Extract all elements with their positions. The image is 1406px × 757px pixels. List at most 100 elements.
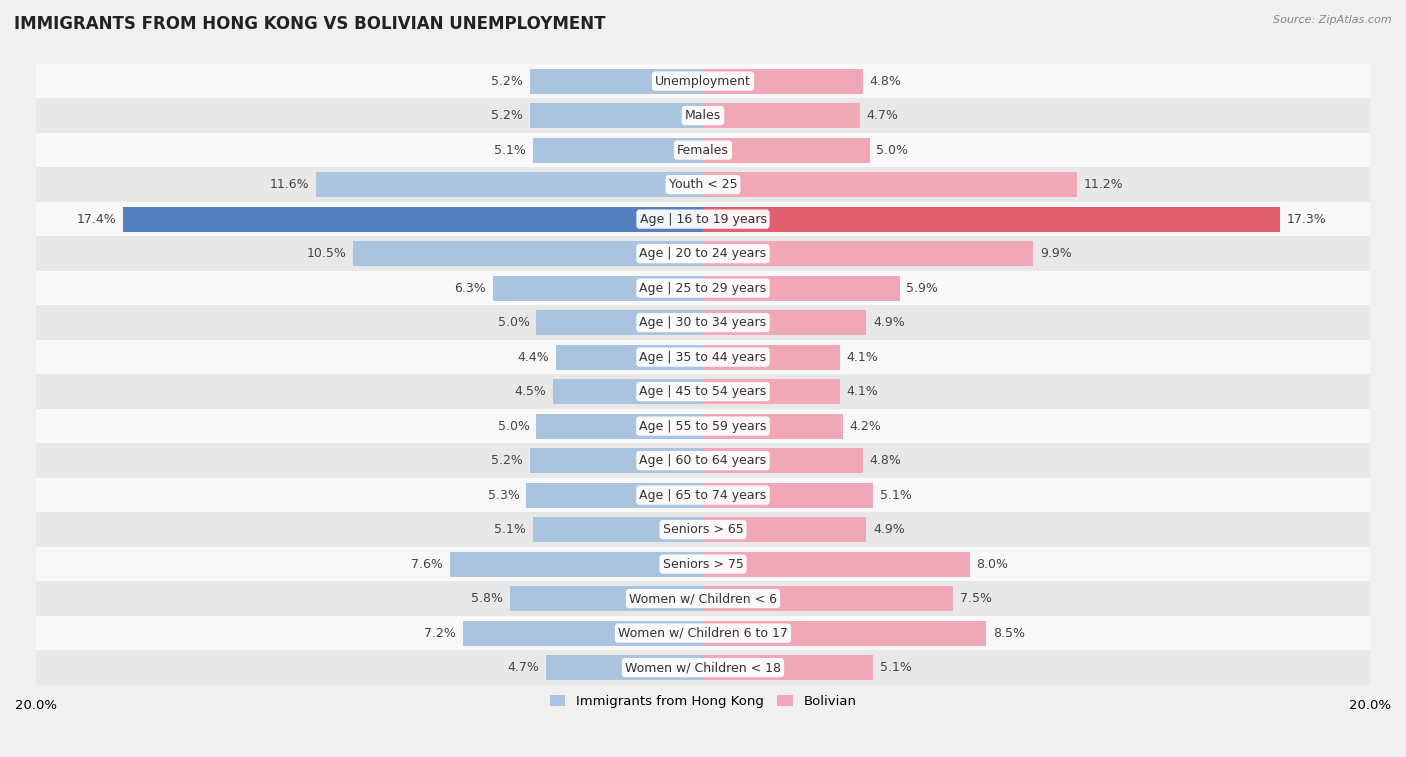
Text: 17.3%: 17.3% — [1286, 213, 1326, 226]
Bar — [37, 167, 1369, 202]
Text: Age | 65 to 74 years: Age | 65 to 74 years — [640, 488, 766, 502]
Text: Age | 35 to 44 years: Age | 35 to 44 years — [640, 350, 766, 363]
Bar — [37, 547, 1369, 581]
Bar — [122, 207, 703, 232]
Text: 5.0%: 5.0% — [498, 419, 530, 432]
Bar — [37, 133, 1369, 167]
Text: 5.1%: 5.1% — [495, 144, 526, 157]
Bar — [37, 512, 1369, 547]
Text: 5.0%: 5.0% — [498, 316, 530, 329]
Bar — [530, 69, 703, 94]
Text: Seniors > 75: Seniors > 75 — [662, 558, 744, 571]
Text: Unemployment: Unemployment — [655, 75, 751, 88]
Text: Age | 30 to 34 years: Age | 30 to 34 years — [640, 316, 766, 329]
Text: 6.3%: 6.3% — [454, 282, 486, 294]
Bar — [37, 202, 1369, 236]
Bar — [509, 586, 703, 611]
Text: Age | 16 to 19 years: Age | 16 to 19 years — [640, 213, 766, 226]
Bar — [703, 517, 866, 542]
Text: 4.1%: 4.1% — [846, 350, 879, 363]
Text: Women w/ Children 6 to 17: Women w/ Children 6 to 17 — [619, 627, 787, 640]
Bar — [37, 236, 1369, 271]
Text: Age | 20 to 24 years: Age | 20 to 24 years — [640, 247, 766, 260]
Text: 11.6%: 11.6% — [270, 178, 309, 191]
Bar — [703, 207, 1279, 232]
Bar — [37, 616, 1369, 650]
Text: 17.4%: 17.4% — [76, 213, 117, 226]
Bar — [557, 344, 703, 369]
Bar — [450, 552, 703, 577]
Bar — [703, 103, 859, 128]
Text: 5.3%: 5.3% — [488, 488, 520, 502]
Bar — [37, 98, 1369, 133]
Bar — [547, 656, 703, 680]
Text: 4.5%: 4.5% — [515, 385, 547, 398]
Text: Seniors > 65: Seniors > 65 — [662, 523, 744, 536]
Text: 4.7%: 4.7% — [508, 661, 540, 674]
Bar — [536, 413, 703, 438]
Bar — [37, 478, 1369, 512]
Bar — [703, 276, 900, 301]
Text: 8.5%: 8.5% — [993, 627, 1025, 640]
Bar — [536, 310, 703, 335]
Text: Females: Females — [678, 144, 728, 157]
Bar — [37, 650, 1369, 685]
Text: 4.4%: 4.4% — [517, 350, 550, 363]
Text: Age | 55 to 59 years: Age | 55 to 59 years — [640, 419, 766, 432]
Text: 5.1%: 5.1% — [495, 523, 526, 536]
Text: 4.8%: 4.8% — [870, 75, 901, 88]
Bar — [316, 172, 703, 197]
Text: 5.1%: 5.1% — [880, 661, 911, 674]
Bar — [37, 271, 1369, 305]
Text: 5.8%: 5.8% — [471, 592, 503, 605]
Text: 9.9%: 9.9% — [1040, 247, 1071, 260]
Bar — [37, 375, 1369, 409]
Text: 5.2%: 5.2% — [491, 109, 523, 122]
Text: 4.1%: 4.1% — [846, 385, 879, 398]
Bar — [703, 138, 870, 163]
Text: Women w/ Children < 6: Women w/ Children < 6 — [628, 592, 778, 605]
Text: 7.5%: 7.5% — [960, 592, 991, 605]
Bar — [703, 344, 839, 369]
Text: 4.7%: 4.7% — [866, 109, 898, 122]
Bar — [553, 379, 703, 404]
Text: 11.2%: 11.2% — [1083, 178, 1123, 191]
Bar — [533, 517, 703, 542]
Bar — [494, 276, 703, 301]
Text: 7.2%: 7.2% — [425, 627, 456, 640]
Bar — [37, 581, 1369, 616]
Bar — [703, 483, 873, 507]
Bar — [37, 305, 1369, 340]
Bar — [37, 444, 1369, 478]
Bar — [37, 64, 1369, 98]
Text: Age | 60 to 64 years: Age | 60 to 64 years — [640, 454, 766, 467]
Bar — [703, 656, 873, 680]
Bar — [37, 409, 1369, 444]
Bar — [703, 69, 863, 94]
Text: 4.9%: 4.9% — [873, 316, 905, 329]
Text: 5.9%: 5.9% — [907, 282, 938, 294]
Text: Source: ZipAtlas.com: Source: ZipAtlas.com — [1274, 15, 1392, 25]
Text: 4.9%: 4.9% — [873, 523, 905, 536]
Bar — [526, 483, 703, 507]
Bar — [703, 586, 953, 611]
Bar — [37, 340, 1369, 375]
Bar — [703, 379, 839, 404]
Text: 5.2%: 5.2% — [491, 75, 523, 88]
Text: 5.0%: 5.0% — [876, 144, 908, 157]
Text: 4.2%: 4.2% — [849, 419, 882, 432]
Bar — [703, 552, 970, 577]
Bar — [703, 241, 1033, 266]
Text: 8.0%: 8.0% — [977, 558, 1008, 571]
Text: Youth < 25: Youth < 25 — [669, 178, 737, 191]
Bar — [463, 621, 703, 646]
Text: Males: Males — [685, 109, 721, 122]
Text: 10.5%: 10.5% — [307, 247, 346, 260]
Bar — [530, 448, 703, 473]
Bar — [703, 310, 866, 335]
Text: 5.2%: 5.2% — [491, 454, 523, 467]
Text: Age | 25 to 29 years: Age | 25 to 29 years — [640, 282, 766, 294]
Bar — [703, 448, 863, 473]
Text: 7.6%: 7.6% — [411, 558, 443, 571]
Text: IMMIGRANTS FROM HONG KONG VS BOLIVIAN UNEMPLOYMENT: IMMIGRANTS FROM HONG KONG VS BOLIVIAN UN… — [14, 15, 606, 33]
